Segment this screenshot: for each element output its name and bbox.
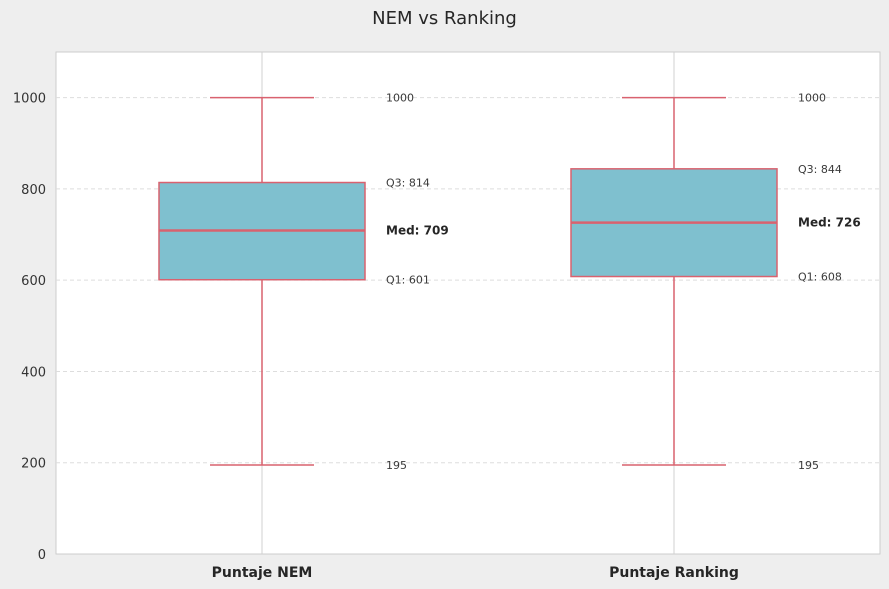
y-tick-label: 0 [38,548,46,563]
y-tick-label: 400 [21,365,46,380]
y-tick-label: 200 [21,457,46,472]
median-label: Med: 726 [798,216,861,230]
min-label: 195 [798,459,819,472]
median-label: Med: 709 [386,223,449,237]
y-tick-label: 600 [21,274,46,289]
q3-label: Q3: 814 [386,177,430,190]
q3-label: Q3: 844 [798,163,842,176]
min-label: 195 [386,459,407,472]
x-category-label: Puntaje NEM [212,565,313,581]
max-label: 1000 [798,92,826,105]
max-label: 1000 [386,92,414,105]
q1-label: Q1: 608 [798,271,842,284]
y-tick-label: 1000 [13,92,46,107]
q1-label: Q1: 601 [386,274,430,287]
chart-title: NEM vs Ranking [372,8,517,29]
y-tick-label: 800 [21,183,46,198]
plot-area [55,51,881,555]
x-category-label: Puntaje Ranking [609,565,739,581]
